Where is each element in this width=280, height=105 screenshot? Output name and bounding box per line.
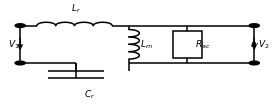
- Circle shape: [15, 24, 25, 27]
- Bar: [173, 31, 202, 58]
- Text: $V_1$: $V_1$: [8, 38, 19, 51]
- Text: $L_m$: $L_m$: [140, 38, 153, 51]
- Text: $L_r$: $L_r$: [71, 2, 81, 15]
- Text: $C_r$: $C_r$: [84, 88, 95, 101]
- Circle shape: [15, 61, 25, 65]
- Text: $n{\cdot}V_2$: $n{\cdot}V_2$: [250, 38, 270, 51]
- Circle shape: [249, 24, 259, 27]
- Text: $R_{ac}$: $R_{ac}$: [195, 38, 211, 51]
- Circle shape: [249, 61, 259, 65]
